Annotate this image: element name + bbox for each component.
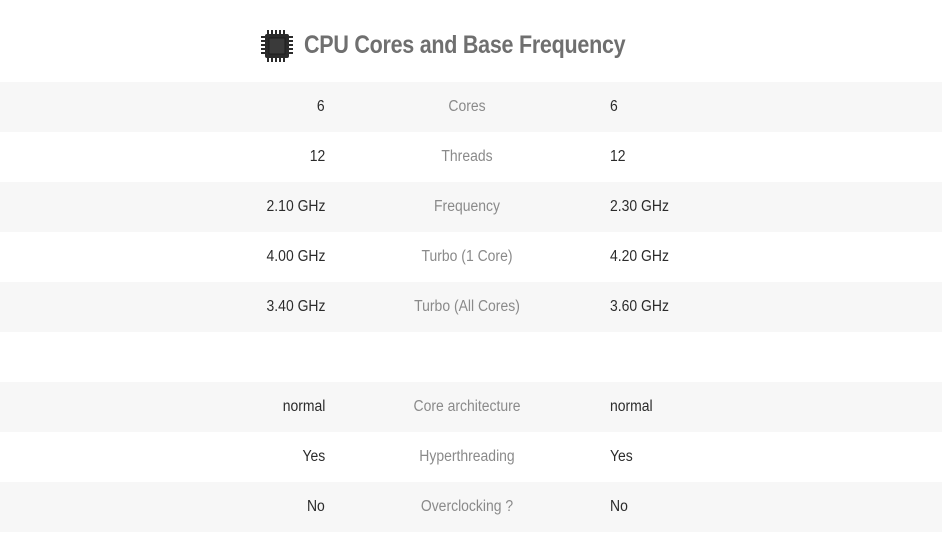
right-value: 3.60 GHz [610, 298, 669, 315]
section-title: CPU Cores and Base Frequency [304, 31, 626, 59]
left-value: No [307, 498, 325, 515]
right-value: normal [610, 398, 653, 415]
row-label: Cores [448, 98, 486, 115]
left-value: 6 [317, 98, 325, 115]
table-row: 12 Threads 12 [0, 132, 942, 182]
left-value: 4.00 GHz [266, 248, 325, 265]
left-value: 12 [309, 148, 325, 165]
cpu-chip-icon [261, 29, 294, 62]
table-row: No Overclocking ? No [0, 482, 942, 532]
left-value: 3.40 GHz [266, 298, 325, 315]
spec-comparison-table: 6 Cores 6 12 Threads 12 2.10 GHz Frequen… [0, 82, 942, 532]
row-label: Hyperthreading [419, 448, 515, 465]
row-label: Frequency [434, 198, 500, 215]
left-value: Yes [302, 448, 325, 465]
right-value: 12 [610, 148, 626, 165]
table-row: 6 Cores 6 [0, 82, 942, 132]
right-value: Yes [610, 448, 633, 465]
table-row: 4.00 GHz Turbo (1 Core) 4.20 GHz [0, 232, 942, 282]
section-header: CPU Cores and Base Frequency [0, 0, 942, 82]
left-value: 2.10 GHz [266, 198, 325, 215]
left-value: normal [282, 398, 325, 415]
table-spacer [0, 332, 942, 382]
right-value: 2.30 GHz [610, 198, 669, 215]
table-row: 2.10 GHz Frequency 2.30 GHz [0, 182, 942, 232]
row-label: Threads [441, 148, 493, 165]
table-row: 3.40 GHz Turbo (All Cores) 3.60 GHz [0, 282, 942, 332]
section-header-inner: CPU Cores and Base Frequency [260, 20, 678, 63]
right-value: 4.20 GHz [610, 248, 669, 265]
table-row: normal Core architecture normal [0, 382, 942, 432]
row-label: Overclocking ? [420, 498, 514, 515]
row-label: Turbo (All Cores) [414, 298, 520, 315]
row-label: Core architecture [413, 398, 521, 415]
row-label: Turbo (1 Core) [421, 248, 513, 265]
right-value: 6 [610, 98, 618, 115]
table-row: Yes Hyperthreading Yes [0, 432, 942, 482]
right-value: No [610, 498, 628, 515]
